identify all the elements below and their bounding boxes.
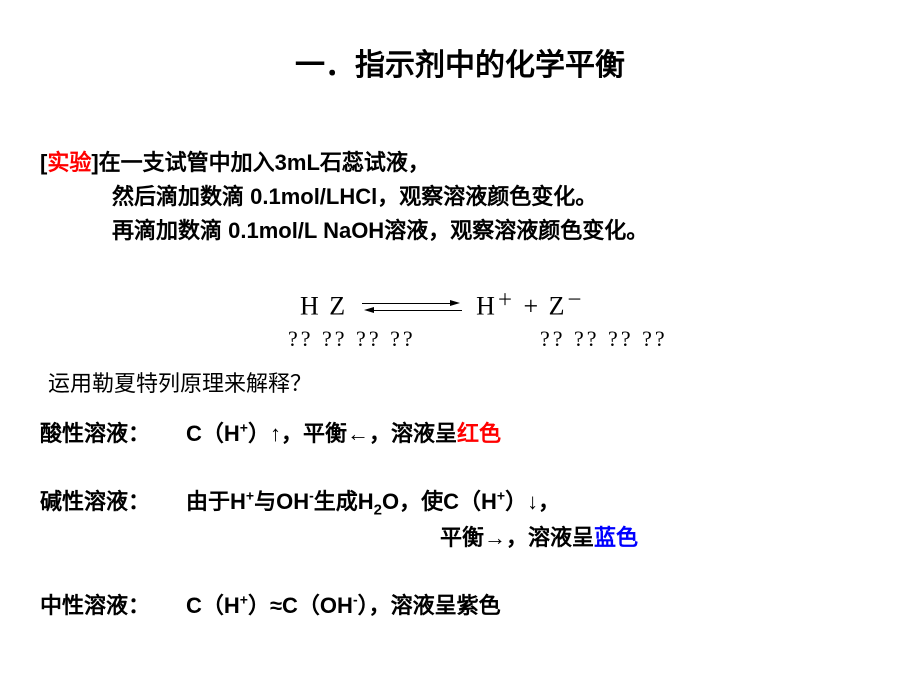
eq-left: H Z [300, 292, 347, 321]
base-t3: 生成H [314, 489, 374, 514]
base-label: 碱性溶液： [40, 484, 150, 516]
base-sup1: + [246, 488, 254, 504]
neutral-label: 中性溶液： [40, 588, 150, 620]
neutral-body: C（H+）≈C（OH-），溶液呈紫色 [186, 588, 501, 620]
base-t2: 与OH [254, 489, 309, 514]
exp-line2-text: 然后滴加数滴 0.1mol/LHCl，观察溶液颜色变化。 [40, 180, 597, 214]
base-t4: O，使C（H [382, 489, 497, 514]
base-t1: 由于H [186, 489, 246, 514]
base-sup3: + [497, 488, 505, 504]
eq-plus: + [523, 292, 548, 321]
acid-label: 酸性溶液： [40, 416, 150, 448]
exp-line3-text: 再滴加数滴 0.1mol/L NaOH溶液，观察溶液颜色变化。 [40, 214, 648, 248]
experiment-line3: 再滴加数滴 0.1mol/L NaOH溶液，观察溶液颜色变化。 [40, 214, 648, 248]
acid-sup: + [240, 420, 248, 436]
acid-t2: ）↑，平衡←，溶液呈 [248, 421, 457, 446]
section-title: 一．指示剂中的化学平衡 [0, 40, 920, 84]
neutral-t3: ），溶液呈紫色 [358, 593, 501, 618]
acid-t1: C（H [186, 421, 240, 446]
experiment-line2: 然后滴加数滴 0.1mol/LHCl，观察溶液颜色变化。 [40, 180, 648, 214]
eq-h-sup: ＋ [497, 292, 515, 309]
question-marks-right: ?? ?? ?? ?? [540, 326, 668, 352]
experiment-line1: [实验]在一支试管中加入3mL石蕊试液， [40, 146, 648, 180]
base-color: 蓝色 [594, 525, 638, 550]
base2-t1: 平衡→，溶液呈 [440, 525, 594, 550]
acid-body: C（H+）↑，平衡←，溶液呈红色 [186, 416, 501, 448]
eq-z-sup: － [567, 292, 585, 309]
neutral-t2: ）≈C（OH [248, 593, 353, 618]
exp-line1-text: ]在一支试管中加入3mL石蕊试液， [91, 150, 430, 175]
eq-h: H [476, 292, 497, 321]
neutral-sup1: + [240, 592, 248, 608]
lechatelier-question: 运用勒夏特列原理来解释？ [48, 366, 312, 398]
acid-color: 红色 [457, 421, 501, 446]
neutral-t1: C（H [186, 593, 240, 618]
base-sub1: 2 [374, 501, 382, 518]
base-t5: ）↓， [505, 489, 560, 514]
eq-z: Z [549, 292, 567, 321]
experiment-block: [实验]在一支试管中加入3mL石蕊试液， 然后滴加数滴 0.1mol/LHCl，… [40, 146, 648, 248]
base-body-line1: 由于H+与OH-生成H2O，使C（H+）↓， [186, 484, 560, 518]
base-body-line2: 平衡→，溶液呈蓝色 [440, 520, 638, 552]
question-marks-left: ?? ?? ?? ?? [288, 326, 416, 352]
experiment-label: 实验 [47, 150, 91, 175]
equilibrium-equation: H Z H＋ + Z－ [300, 286, 585, 322]
